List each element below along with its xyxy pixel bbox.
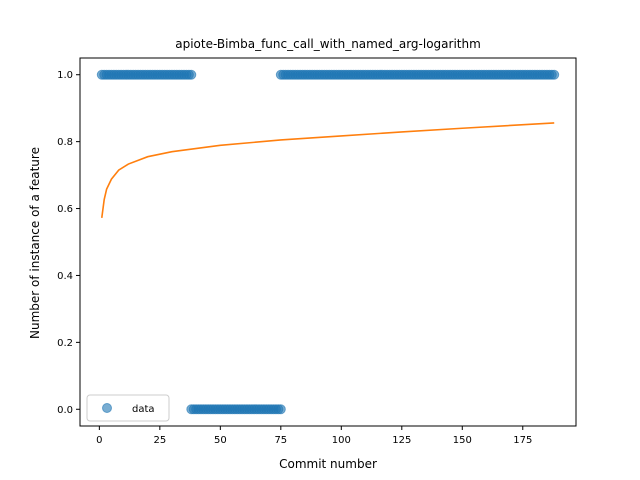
y-tick-label: 1.0 <box>57 70 73 81</box>
legend-frame <box>86 394 170 422</box>
y-tick-label: 0.4 <box>57 271 73 282</box>
x-tick-label: 0 <box>96 435 102 446</box>
y-tick-label: 0.6 <box>57 204 73 215</box>
x-tick-label: 100 <box>332 435 351 446</box>
legend: data <box>86 394 170 422</box>
legend-marker-data <box>102 403 112 413</box>
fit-line <box>100 122 555 219</box>
x-tick-label: 25 <box>153 435 166 446</box>
x-axis: 0 25 50 75 100 125 150 175 <box>96 426 532 446</box>
legend-label-data: data <box>132 404 155 415</box>
x-tick-label: 125 <box>392 435 411 446</box>
y-axis-label: Number of instance of a feature <box>28 147 42 339</box>
plot-area <box>96 69 560 415</box>
data-point <box>275 404 286 415</box>
x-tick-label: 175 <box>513 435 532 446</box>
y-axis: 0.0 0.2 0.4 0.6 0.8 1.0 <box>57 70 80 416</box>
y-tick-label: 0.0 <box>57 405 73 416</box>
x-tick-label: 75 <box>274 435 287 446</box>
data-point <box>186 69 197 80</box>
chart-title: apiote-Bimba_func_call_with_named_arg-lo… <box>175 37 481 51</box>
x-tick-label: 150 <box>453 435 472 446</box>
y-tick-label: 0.8 <box>57 137 73 148</box>
axes-frame <box>79 57 577 427</box>
x-tick-label: 50 <box>214 435 227 446</box>
data-point <box>549 69 560 80</box>
y-tick-label: 0.2 <box>57 338 73 349</box>
x-axis-label: Commit number <box>279 457 377 471</box>
